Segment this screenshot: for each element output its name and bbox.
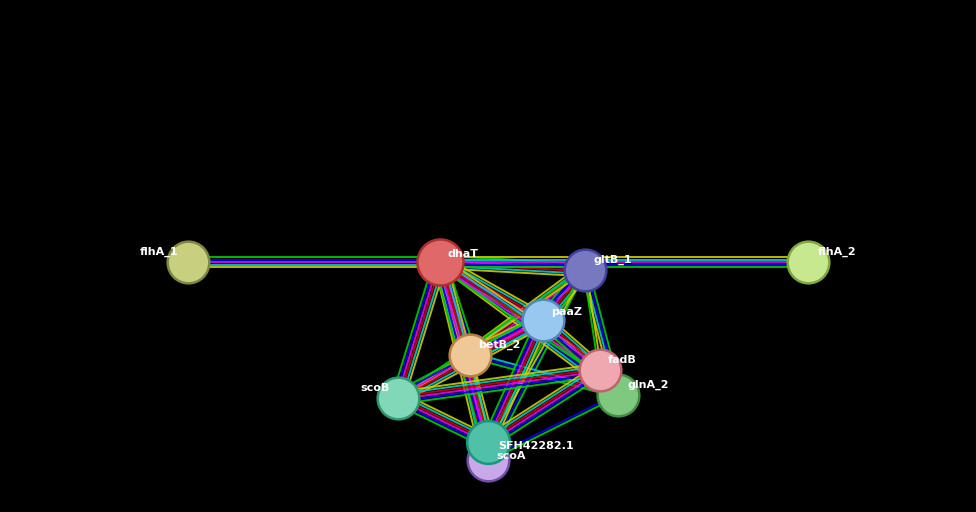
- Text: paaZ: paaZ: [551, 307, 582, 317]
- Point: [432, 258, 448, 266]
- Point: [181, 258, 196, 266]
- Point: [610, 391, 626, 399]
- Text: scoB: scoB: [361, 383, 390, 393]
- Text: flhA_2: flhA_2: [818, 247, 857, 257]
- Point: [800, 258, 816, 266]
- Point: [535, 316, 550, 324]
- Text: gltB_1: gltB_1: [593, 255, 631, 265]
- Text: scoA: scoA: [496, 451, 525, 461]
- Text: SFH42282.1: SFH42282.1: [498, 441, 574, 451]
- Text: glnA_2: glnA_2: [628, 380, 670, 390]
- Point: [592, 366, 608, 374]
- Point: [390, 394, 406, 402]
- Point: [480, 438, 496, 446]
- Text: dhaT: dhaT: [448, 249, 479, 259]
- Point: [463, 351, 478, 359]
- Text: betB_2: betB_2: [478, 340, 520, 350]
- Point: [480, 456, 496, 464]
- Text: fadB: fadB: [608, 355, 636, 365]
- Point: [577, 266, 592, 274]
- Text: flhA_1: flhA_1: [140, 247, 178, 257]
